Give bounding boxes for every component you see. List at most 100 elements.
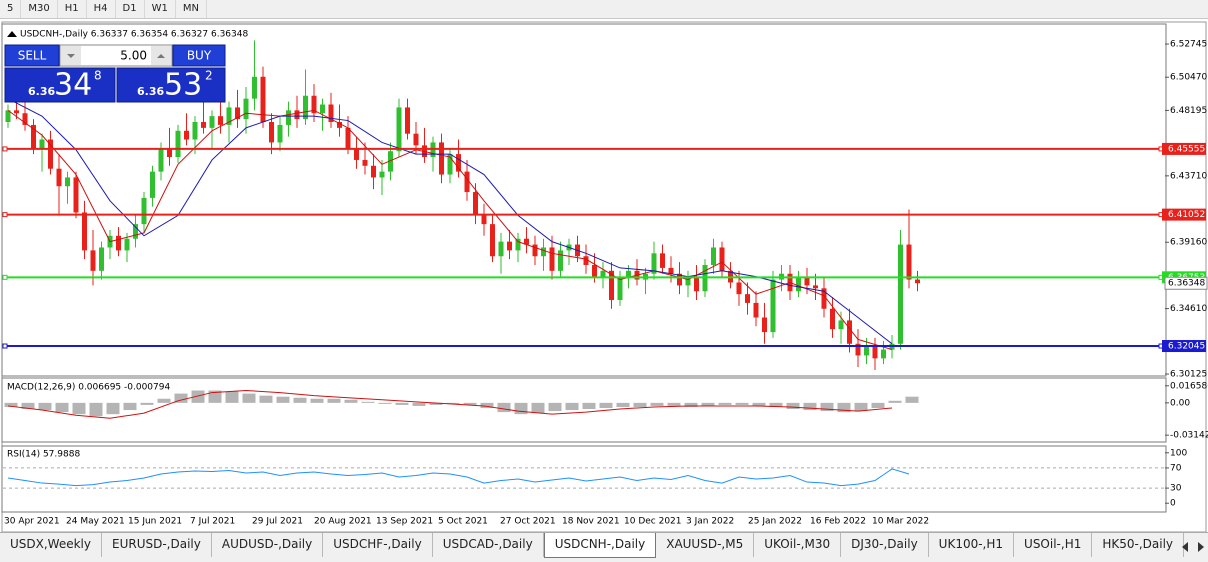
lot-down-arrow — [67, 54, 75, 58]
macd-bar — [735, 402, 749, 405]
candle-body — [116, 235, 121, 251]
symbol-tab[interactable]: USDX,Weekly — [0, 533, 102, 557]
candle-body — [209, 116, 215, 128]
x-tick-label: 5 Oct 2021 — [438, 517, 488, 527]
macd-bar — [38, 402, 52, 411]
sell-button[interactable] — [4, 44, 60, 67]
y-tick-label: 70 — [1170, 463, 1182, 473]
lot-value[interactable]: 5.00 — [120, 49, 147, 63]
candle-body — [226, 107, 232, 125]
candle-body — [838, 320, 844, 330]
timeframe-button[interactable]: D1 — [116, 0, 145, 18]
candle-body — [345, 127, 351, 149]
macd-bar — [378, 402, 392, 404]
sell-label[interactable]: SELL — [18, 49, 47, 63]
symbol-tab[interactable]: USDCNH-,Daily — [543, 533, 657, 558]
x-tick-label: 25 Jan 2022 — [748, 517, 802, 527]
candle-body — [498, 241, 504, 257]
level-handle — [2, 274, 8, 280]
tab-right[interactable] — [1198, 542, 1204, 552]
symbol-tab[interactable]: UK100-,H1 — [929, 533, 1015, 557]
macd-bar — [497, 402, 511, 413]
candle-body — [660, 253, 665, 268]
candle-body — [651, 253, 657, 274]
candle-body — [31, 124, 36, 149]
macd-bar — [531, 402, 545, 414]
candle-body — [320, 104, 325, 114]
symbol-tab[interactable]: EURUSD-,Daily — [102, 533, 212, 557]
bid-box[interactable] — [4, 67, 116, 103]
tab-left[interactable] — [1182, 542, 1188, 552]
timeframe-button[interactable]: M30 — [21, 0, 58, 18]
timeframe-button[interactable]: MN — [176, 0, 207, 18]
y-tick-label: 100 — [1170, 448, 1187, 458]
tab-scroll[interactable] — [1178, 537, 1208, 557]
macd-bar — [803, 402, 817, 411]
candle-body — [82, 212, 87, 251]
macd-bar — [514, 402, 528, 415]
macd-bar — [72, 402, 86, 415]
candle-body — [898, 244, 903, 344]
y-tick-label: 6.48195 — [1170, 106, 1207, 116]
macd-pane — [1, 377, 1167, 443]
macd-bar — [854, 402, 868, 412]
macd-bar — [310, 398, 324, 403]
y-tick-label: 6.43710 — [1170, 171, 1207, 181]
candle-body — [167, 148, 172, 158]
bid-point: 8 — [94, 69, 102, 83]
candle-body — [677, 273, 682, 286]
symbol-tab[interactable]: USOil-,H1 — [1014, 533, 1093, 557]
current-price-label: 6.36348 — [1168, 279, 1205, 289]
candle-body — [388, 151, 393, 172]
symbol-tab[interactable]: USDCAD-,Daily — [433, 533, 544, 557]
y-tick-label: 0.016586 — [1170, 381, 1208, 391]
candle-body — [150, 171, 155, 198]
macd-bar — [633, 402, 647, 407]
candle-body — [133, 224, 138, 239]
lot-input[interactable] — [59, 44, 173, 67]
ask-big: 6.36 — [137, 85, 164, 98]
candle-body — [90, 250, 96, 271]
timeframe-button[interactable]: W1 — [145, 0, 176, 18]
macd-bar — [616, 402, 630, 407]
x-tick-label: 15 Jun 2021 — [128, 517, 182, 527]
x-tick-label: 24 May 2021 — [66, 517, 125, 527]
macd-bar — [684, 402, 698, 407]
timeframe-button[interactable]: H4 — [87, 0, 116, 18]
macd-bar — [293, 397, 307, 403]
symbol-tab[interactable]: DJ30-,Daily — [841, 533, 929, 557]
buy-label[interactable]: BUY — [187, 49, 212, 63]
macd-bar — [395, 402, 409, 405]
candle-body — [48, 139, 53, 169]
macd-signal — [7, 390, 893, 419]
candle-body — [915, 279, 920, 284]
candle-body — [473, 192, 478, 216]
candle-body — [447, 154, 453, 175]
candle-body — [481, 215, 487, 225]
candle-body — [864, 346, 869, 356]
symbol-tab[interactable]: AUDUSD-,Daily — [212, 533, 324, 557]
x-tick-label: 10 Dec 2021 — [624, 517, 682, 527]
y-tick-label: 6.50470 — [1170, 73, 1207, 83]
chart-title: USDCNH-,Daily 6.36337 6.36354 6.36327 6.… — [20, 30, 248, 40]
macd-bar — [225, 391, 239, 403]
candle-body — [770, 279, 776, 333]
symbol-tab[interactable]: UKOil-,M30 — [754, 533, 842, 557]
ask-box[interactable] — [116, 67, 226, 103]
ma-slow — [7, 98, 893, 345]
candle-body — [515, 238, 521, 251]
macd-bar — [361, 401, 375, 403]
candle-body — [294, 110, 300, 120]
macd-bar — [701, 402, 715, 406]
timeframe-button[interactable]: H1 — [58, 0, 87, 18]
timeframe-button[interactable]: 5 — [0, 0, 22, 18]
symbol-tab[interactable]: USDCHF-,Daily — [323, 533, 433, 557]
x-tick-label: 27 Oct 2021 — [500, 517, 556, 527]
candle-body — [22, 113, 28, 125]
level-label: 6.41052 — [1168, 210, 1205, 220]
buy-button[interactable] — [172, 44, 226, 67]
candle-body — [14, 110, 19, 114]
candle-body — [260, 76, 266, 123]
symbol-tab[interactable]: XAUUSD-,M5 — [656, 533, 755, 557]
symbol-tab[interactable]: HK50-,Daily — [1092, 533, 1185, 557]
